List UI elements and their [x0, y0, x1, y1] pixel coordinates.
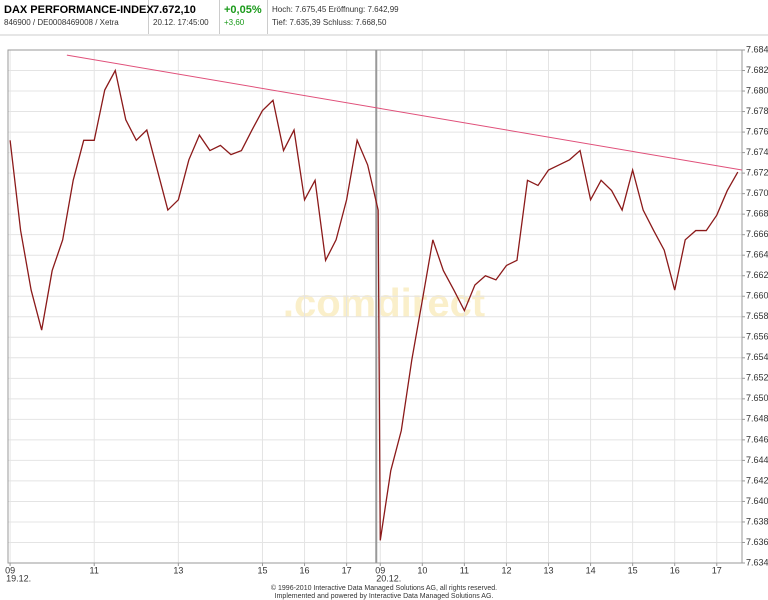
change-abs: +3,60: [224, 18, 245, 27]
header-cell: Hoch: 7.675,45 Eröffnung: 7.642,99 Tief:…: [268, 0, 436, 34]
x-tick-label: 12: [501, 565, 511, 575]
low-close: Tief: 7.635,39 Schluss: 7.668,50: [272, 17, 432, 29]
x-tick-label: 11: [460, 565, 469, 575]
low: Tief: 7.635,39: [272, 18, 321, 27]
time: 20.12. 17:45:00: [153, 18, 209, 27]
y-tick-label: 7.654: [746, 352, 768, 362]
x-tick-label: 16: [670, 565, 680, 575]
powered-by: Implemented and powered by Interactive D…: [275, 593, 494, 600]
y-tick-label: 7.642: [746, 475, 768, 485]
x-tick-label: 11: [90, 565, 99, 575]
y-tick-label: 7.648: [746, 414, 768, 424]
x-tick-label: 17: [342, 565, 352, 575]
y-tick-label: 7.670: [746, 188, 768, 198]
y-tick-label: 7.682: [746, 65, 768, 75]
x-tick-label: 09: [375, 565, 385, 575]
header-cell: DAX PERFORMANCE-INDEX 846900 / DE0008469…: [0, 0, 154, 34]
y-tick-label: 7.638: [746, 516, 768, 526]
x-tick-label: 16: [300, 565, 310, 575]
header: DAX PERFORMANCE-INDEX 846900 / DE0008469…: [0, 0, 436, 34]
index-ids: 846900 / DE0008469008 / Xetra: [4, 18, 119, 27]
high-open: Hoch: 7.675,45 Eröffnung: 7.642,99: [272, 3, 432, 17]
y-tick-label: 7.674: [746, 147, 768, 157]
plot-frame: [7, 49, 743, 564]
y-tick-label: 7.678: [746, 106, 768, 116]
y-tick-label: 7.668: [746, 209, 768, 219]
y-tick-label: 7.652: [746, 373, 768, 383]
price: 7.672,10: [153, 4, 196, 16]
y-tick-label: 7.658: [746, 311, 768, 321]
y-tick-label: 7.660: [746, 291, 768, 301]
y-tick-label: 7.672: [746, 167, 768, 177]
y-tick-label: 7.684: [746, 44, 768, 54]
y-tick-label: 7.634: [746, 557, 768, 567]
y-tick-label: 7.644: [746, 455, 768, 465]
x-tick-label: 17: [712, 565, 722, 575]
x-tick-label: 15: [628, 565, 638, 575]
x-tick-label: 13: [173, 565, 183, 575]
y-tick-label: 7.666: [746, 229, 768, 239]
close: Schluss: 7.668,50: [322, 18, 387, 27]
y-tick-label: 7.664: [746, 250, 768, 260]
y-tick-label: 7.646: [746, 434, 768, 444]
header-cell: +0,05% +3,60: [220, 0, 268, 34]
change-pct: +0,05%: [224, 4, 262, 16]
y-tick-label: 7.680: [746, 85, 768, 95]
y-tick-label: 7.636: [746, 537, 768, 547]
y-tick-label: 7.656: [746, 332, 768, 342]
x-tick-label: 14: [586, 565, 596, 575]
x-tick-label: 09: [5, 565, 15, 575]
price-line: [9, 68, 739, 541]
y-tick-label: 7.662: [746, 270, 768, 280]
x-tick-label: 10: [417, 565, 427, 575]
high: Hoch: 7.675,45: [272, 5, 327, 14]
date-label: 20.12.: [376, 573, 401, 583]
open: Eröffnung: 7.642,99: [328, 5, 399, 14]
header-cell: 7.672,10 20.12. 17:45:00: [149, 0, 220, 34]
watermark: .comdirect: [283, 282, 485, 326]
trend-line: [66, 54, 743, 171]
y-tick-label: 7.676: [746, 126, 768, 136]
x-tick-label: 13: [544, 565, 554, 575]
index-name: DAX PERFORMANCE-INDEX: [4, 4, 154, 16]
y-tick-label: 7.640: [746, 496, 768, 506]
date-label: 19.12.: [6, 573, 31, 583]
y-tick-label: 7.650: [746, 393, 768, 403]
copyright: © 1996-2010 Interactive Data Managed Sol…: [271, 584, 497, 592]
x-tick-label: 15: [257, 565, 267, 575]
